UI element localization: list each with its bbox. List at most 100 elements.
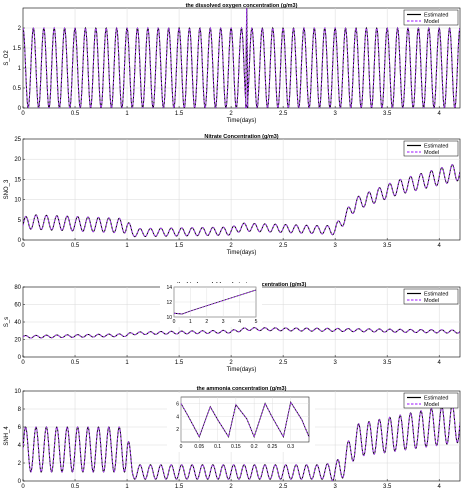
x-tick-label: 2 xyxy=(229,360,233,366)
y-tick-label: 0 xyxy=(18,355,22,361)
inset-x-tick-label: 1 xyxy=(189,319,192,325)
inset-x-tick-label: 0 xyxy=(173,319,176,325)
x-tick-label: 0 xyxy=(21,484,25,488)
chart-title: the dissolved oxygen concentration (g/m3… xyxy=(186,3,298,9)
x-tick-label: 4 xyxy=(438,111,442,117)
chart-panel-2: 0 0.5 1 1.5 2 2.5 3 3.5 4 0 5 10 15 20 25 Nitrate Conce… xyxy=(4,134,461,256)
chart-title: the ammonia concentration (g/m3) xyxy=(197,386,287,392)
x-tick-label: 4 xyxy=(438,484,442,488)
y-tick-label: 20 xyxy=(14,157,21,163)
x-tick-label: 1.5 xyxy=(175,243,184,249)
inset-y-tick-label: 2 xyxy=(176,427,179,433)
y-tick-label: 0 xyxy=(18,479,22,485)
x-tick-label: 0.5 xyxy=(71,484,80,488)
inset-plot-area xyxy=(180,396,310,443)
y-tick-label: 4 xyxy=(18,443,22,449)
x-axis-label: Time(days) xyxy=(227,367,257,373)
chart-title: Nitrate Concentration (g/m3) xyxy=(204,134,278,140)
y-tick-label: 15 xyxy=(14,177,21,183)
x-tick-label: 0.5 xyxy=(71,111,80,117)
y-axis-label: S_O2 xyxy=(4,50,10,66)
x-tick-label: 3.5 xyxy=(383,484,392,488)
inset-x-tick-label: 0 xyxy=(180,444,183,450)
x-tick-label: 1 xyxy=(125,243,129,249)
plot-area xyxy=(22,7,461,109)
inset-chart: 0 0.05 0.1 0.15 0.2 0.25 0.3 2 4 6 xyxy=(167,393,315,452)
x-tick-label: 3 xyxy=(333,360,337,366)
y-tick-label: 0 xyxy=(18,238,22,244)
x-tick-label: 1.5 xyxy=(175,111,184,117)
y-tick-label: 60 xyxy=(14,303,21,309)
inset-x-tick-label: 0.1 xyxy=(214,444,221,450)
y-tick-label: 1.5 xyxy=(13,46,22,52)
chart-panel-4: 0 0.5 1 1.5 2 2.5 3 3.5 4 0 2 4 6 8 10 the ammonia conc… xyxy=(4,386,461,488)
y-tick-label: 2 xyxy=(18,26,22,32)
legend-label-model: Model xyxy=(424,150,439,156)
inset-series-model xyxy=(180,401,310,439)
x-tick-label: 1 xyxy=(125,111,129,117)
inset-x-tick-label: 0.2 xyxy=(251,444,258,450)
y-tick-label: 8 xyxy=(18,407,22,413)
series-line-model xyxy=(23,327,460,339)
legend-label-model: Model xyxy=(424,402,439,408)
x-tick-label: 2 xyxy=(229,111,233,117)
y-tick-label: 10 xyxy=(14,389,21,395)
legend-label-estimated: Estimated xyxy=(424,292,448,298)
inset-x-tick-label: 0.25 xyxy=(268,444,278,450)
inset-y-tick-label: 14 xyxy=(166,285,172,291)
y-axis-label: SNH_4 xyxy=(4,426,10,446)
x-tick-label: 3.5 xyxy=(383,243,392,249)
x-tick-label: 0 xyxy=(21,111,25,117)
x-tick-label: 3.5 xyxy=(383,360,392,366)
y-tick-label: 1 xyxy=(18,66,22,72)
legend-label-estimated: Estimated xyxy=(424,396,448,402)
x-tick-label: 3 xyxy=(333,111,337,117)
y-tick-label: 80 xyxy=(14,285,21,291)
x-tick-label: 2.5 xyxy=(279,243,288,249)
legend-label-model: Model xyxy=(424,298,439,304)
x-tick-label: 2 xyxy=(229,243,233,249)
chart-panel-3: 00.511.522.533.54020406080the biodegrada… xyxy=(4,282,461,373)
legend-label-estimated: Estimated xyxy=(424,144,448,150)
x-tick-label: 2 xyxy=(229,484,233,488)
chart-panel-1: 0 0.5 1 1.5 2 2.5 3 3.5 4 0 0.5 1 1.5 2 the dissolved … xyxy=(4,3,461,124)
x-axis-label: Time(days) xyxy=(227,250,257,256)
inset-x-tick-label: 0.05 xyxy=(194,444,204,450)
x-tick-label: 2.5 xyxy=(279,111,288,117)
x-tick-label: 0.5 xyxy=(71,243,80,249)
x-tick-label: 3 xyxy=(333,484,337,488)
plot-area xyxy=(22,138,461,241)
y-tick-label: 0.5 xyxy=(13,86,22,92)
inset-x-tick-label: 4 xyxy=(238,319,241,325)
y-tick-label: 0 xyxy=(18,106,22,112)
x-tick-label: 0 xyxy=(21,243,25,249)
x-tick-label: 4 xyxy=(438,360,442,366)
x-tick-label: 1.5 xyxy=(175,484,184,488)
inset-x-tick-label: 0.3 xyxy=(287,444,294,450)
inset-y-tick-label: 4 xyxy=(176,414,179,420)
inset-x-tick-label: 2 xyxy=(205,319,208,325)
x-tick-label: 3.5 xyxy=(383,111,392,117)
y-tick-label: 20 xyxy=(14,338,21,344)
y-axis-label: S_s xyxy=(4,317,10,327)
x-tick-label: 4 xyxy=(438,243,442,249)
inset-y-tick-label: 10 xyxy=(166,315,172,321)
y-tick-label: 5 xyxy=(18,218,22,224)
inset-y-tick-label: 6 xyxy=(176,401,179,407)
series-line-model xyxy=(23,164,460,238)
x-tick-label: 2.5 xyxy=(279,484,288,488)
x-tick-label: 1 xyxy=(125,360,129,366)
inset-x-tick-label: 3 xyxy=(222,319,225,325)
x-tick-label: 0.5 xyxy=(71,360,80,366)
y-tick-label: 40 xyxy=(14,320,21,326)
y-tick-label: 2 xyxy=(18,461,22,467)
x-tick-label: 3 xyxy=(333,243,337,249)
inset-y-tick-label: 12 xyxy=(166,300,172,306)
series-line-model xyxy=(23,8,460,108)
inset-x-tick-label: 0.15 xyxy=(231,444,241,450)
